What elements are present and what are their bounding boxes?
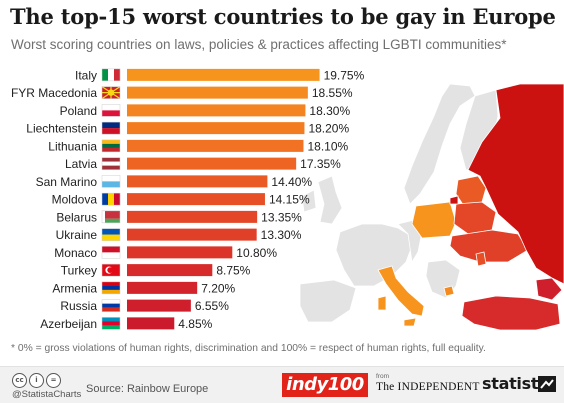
value-label-liechtenstein: 18.20% xyxy=(308,122,349,136)
tick-label-poland: Poland xyxy=(60,104,97,118)
statista-logo: statista xyxy=(482,374,549,393)
map-ukraine xyxy=(449,229,529,263)
bar-poland xyxy=(127,104,306,117)
tick-label-fyr-macedonia: FYR Macedonia xyxy=(11,86,97,100)
flag-icon-latvia xyxy=(101,157,121,170)
footnote: * 0% = gross violations of human rights,… xyxy=(11,343,486,354)
flag-icon-russia xyxy=(101,299,121,312)
tick-label-russia: Russia xyxy=(60,299,97,313)
map-ireland xyxy=(301,189,317,213)
tick-label-azerbeijan: Azerbeijan xyxy=(40,317,97,331)
map-kaliningrad xyxy=(449,195,459,205)
value-label-ukraine: 13.30% xyxy=(261,228,302,242)
tick-label-ukraine: Ukraine xyxy=(56,228,98,242)
map-macedonia xyxy=(443,285,455,297)
tick-label-belarus: Belarus xyxy=(56,210,97,224)
tick-label-armenia: Armenia xyxy=(52,281,97,295)
cc-license-icons: cc i = xyxy=(12,373,61,388)
flag-icon-belarus xyxy=(101,210,121,224)
map-caucasus xyxy=(535,277,563,301)
chart-subtitle: Worst scoring countries on laws, policie… xyxy=(11,37,507,52)
bar-liechtenstein xyxy=(127,122,305,135)
map-sardinia xyxy=(377,295,387,311)
bar-lithuania xyxy=(127,139,304,152)
bar-moldova xyxy=(127,193,265,206)
map-russia xyxy=(467,84,564,285)
map-britain xyxy=(317,175,343,225)
map-moldova xyxy=(475,251,487,267)
value-label-latvia: 17.35% xyxy=(300,157,341,171)
flag-icon-italy xyxy=(101,68,121,82)
nd-icon: = xyxy=(46,373,61,388)
flag-icon-monaco xyxy=(101,246,121,259)
flag-icon-ukraine xyxy=(101,228,121,241)
map-turkey xyxy=(461,295,561,331)
flag-icon-san-marino xyxy=(101,175,121,188)
map-iberia xyxy=(300,279,357,323)
bar-turkey xyxy=(127,264,213,277)
map-poland xyxy=(411,201,457,239)
tick-label-monaco: Monaco xyxy=(54,246,97,260)
tick-label-italy: Italy xyxy=(75,68,97,82)
value-label-azerbeijan: 4.85% xyxy=(178,317,212,331)
value-label-italy: 19.75% xyxy=(324,68,365,82)
flag-icon-moldova xyxy=(101,192,121,206)
tick-label-lithuania: Lithuania xyxy=(48,139,97,153)
twitter-handle[interactable]: @StatistaCharts xyxy=(12,389,82,400)
value-label-moldova: 14.15% xyxy=(269,193,310,207)
bar-italy xyxy=(127,68,320,81)
value-label-lithuania: 18.10% xyxy=(307,139,348,153)
value-label-san-marino: 14.40% xyxy=(271,175,312,189)
bar-azerbeijan xyxy=(127,317,175,330)
chart-title: The top-15 worst countries to be gay in … xyxy=(10,4,556,29)
flag-icon-fyr-macedonia xyxy=(101,86,121,100)
independent-logo: The INDEPENDENT xyxy=(376,381,480,393)
flag-icon-liechtenstein xyxy=(101,121,121,135)
bar-chart: Italy 19.75% FYR Macedonia 18.55% Poland 18.3… xyxy=(11,68,365,331)
bar-monaco xyxy=(127,246,233,259)
tick-label-moldova: Moldova xyxy=(52,193,98,207)
tick-label-san-marino: San Marino xyxy=(36,175,98,189)
indy100-logo: indy100 xyxy=(282,373,368,397)
footer: cc i = @StatistaCharts Source: Rainbow E… xyxy=(0,366,564,403)
source-label: Source: Rainbow Europe xyxy=(86,383,209,395)
tick-label-turkey: Turkey xyxy=(61,264,97,278)
flag-icon-azerbeijan xyxy=(101,317,121,330)
tick-label-latvia: Latvia xyxy=(65,157,97,171)
value-label-fyr-macedonia: 18.55% xyxy=(312,86,353,100)
map-sicily xyxy=(403,317,417,327)
value-label-poland: 18.30% xyxy=(309,104,350,118)
bar-fyr-macedonia xyxy=(127,86,308,99)
flag-icon-turkey xyxy=(101,263,121,277)
flag-icon-armenia xyxy=(101,281,121,295)
map-scandinavia xyxy=(403,84,476,205)
value-label-armenia: 7.20% xyxy=(201,281,235,295)
bar-ukraine xyxy=(127,228,257,241)
bar-armenia xyxy=(127,281,198,294)
tick-label-liechtenstein: Liechtenstein xyxy=(26,122,97,136)
bar-belarus xyxy=(127,210,258,223)
by-icon: i xyxy=(29,373,44,388)
flag-icon-lithuania xyxy=(101,139,121,153)
value-label-belarus: 13.35% xyxy=(261,210,302,224)
bar-latvia xyxy=(127,157,297,170)
cc-icon: cc xyxy=(12,373,27,388)
bar-russia xyxy=(127,299,191,312)
statista-icon xyxy=(538,376,556,392)
value-label-monaco: 10.80% xyxy=(236,246,277,260)
bar-san-marino xyxy=(127,175,268,188)
flag-icon-poland xyxy=(101,104,121,117)
map-italy xyxy=(377,265,425,317)
europe-map xyxy=(300,84,564,342)
value-label-turkey: 8.75% xyxy=(216,264,250,278)
from-label: from xyxy=(376,373,389,380)
value-label-russia: 6.55% xyxy=(195,299,229,313)
